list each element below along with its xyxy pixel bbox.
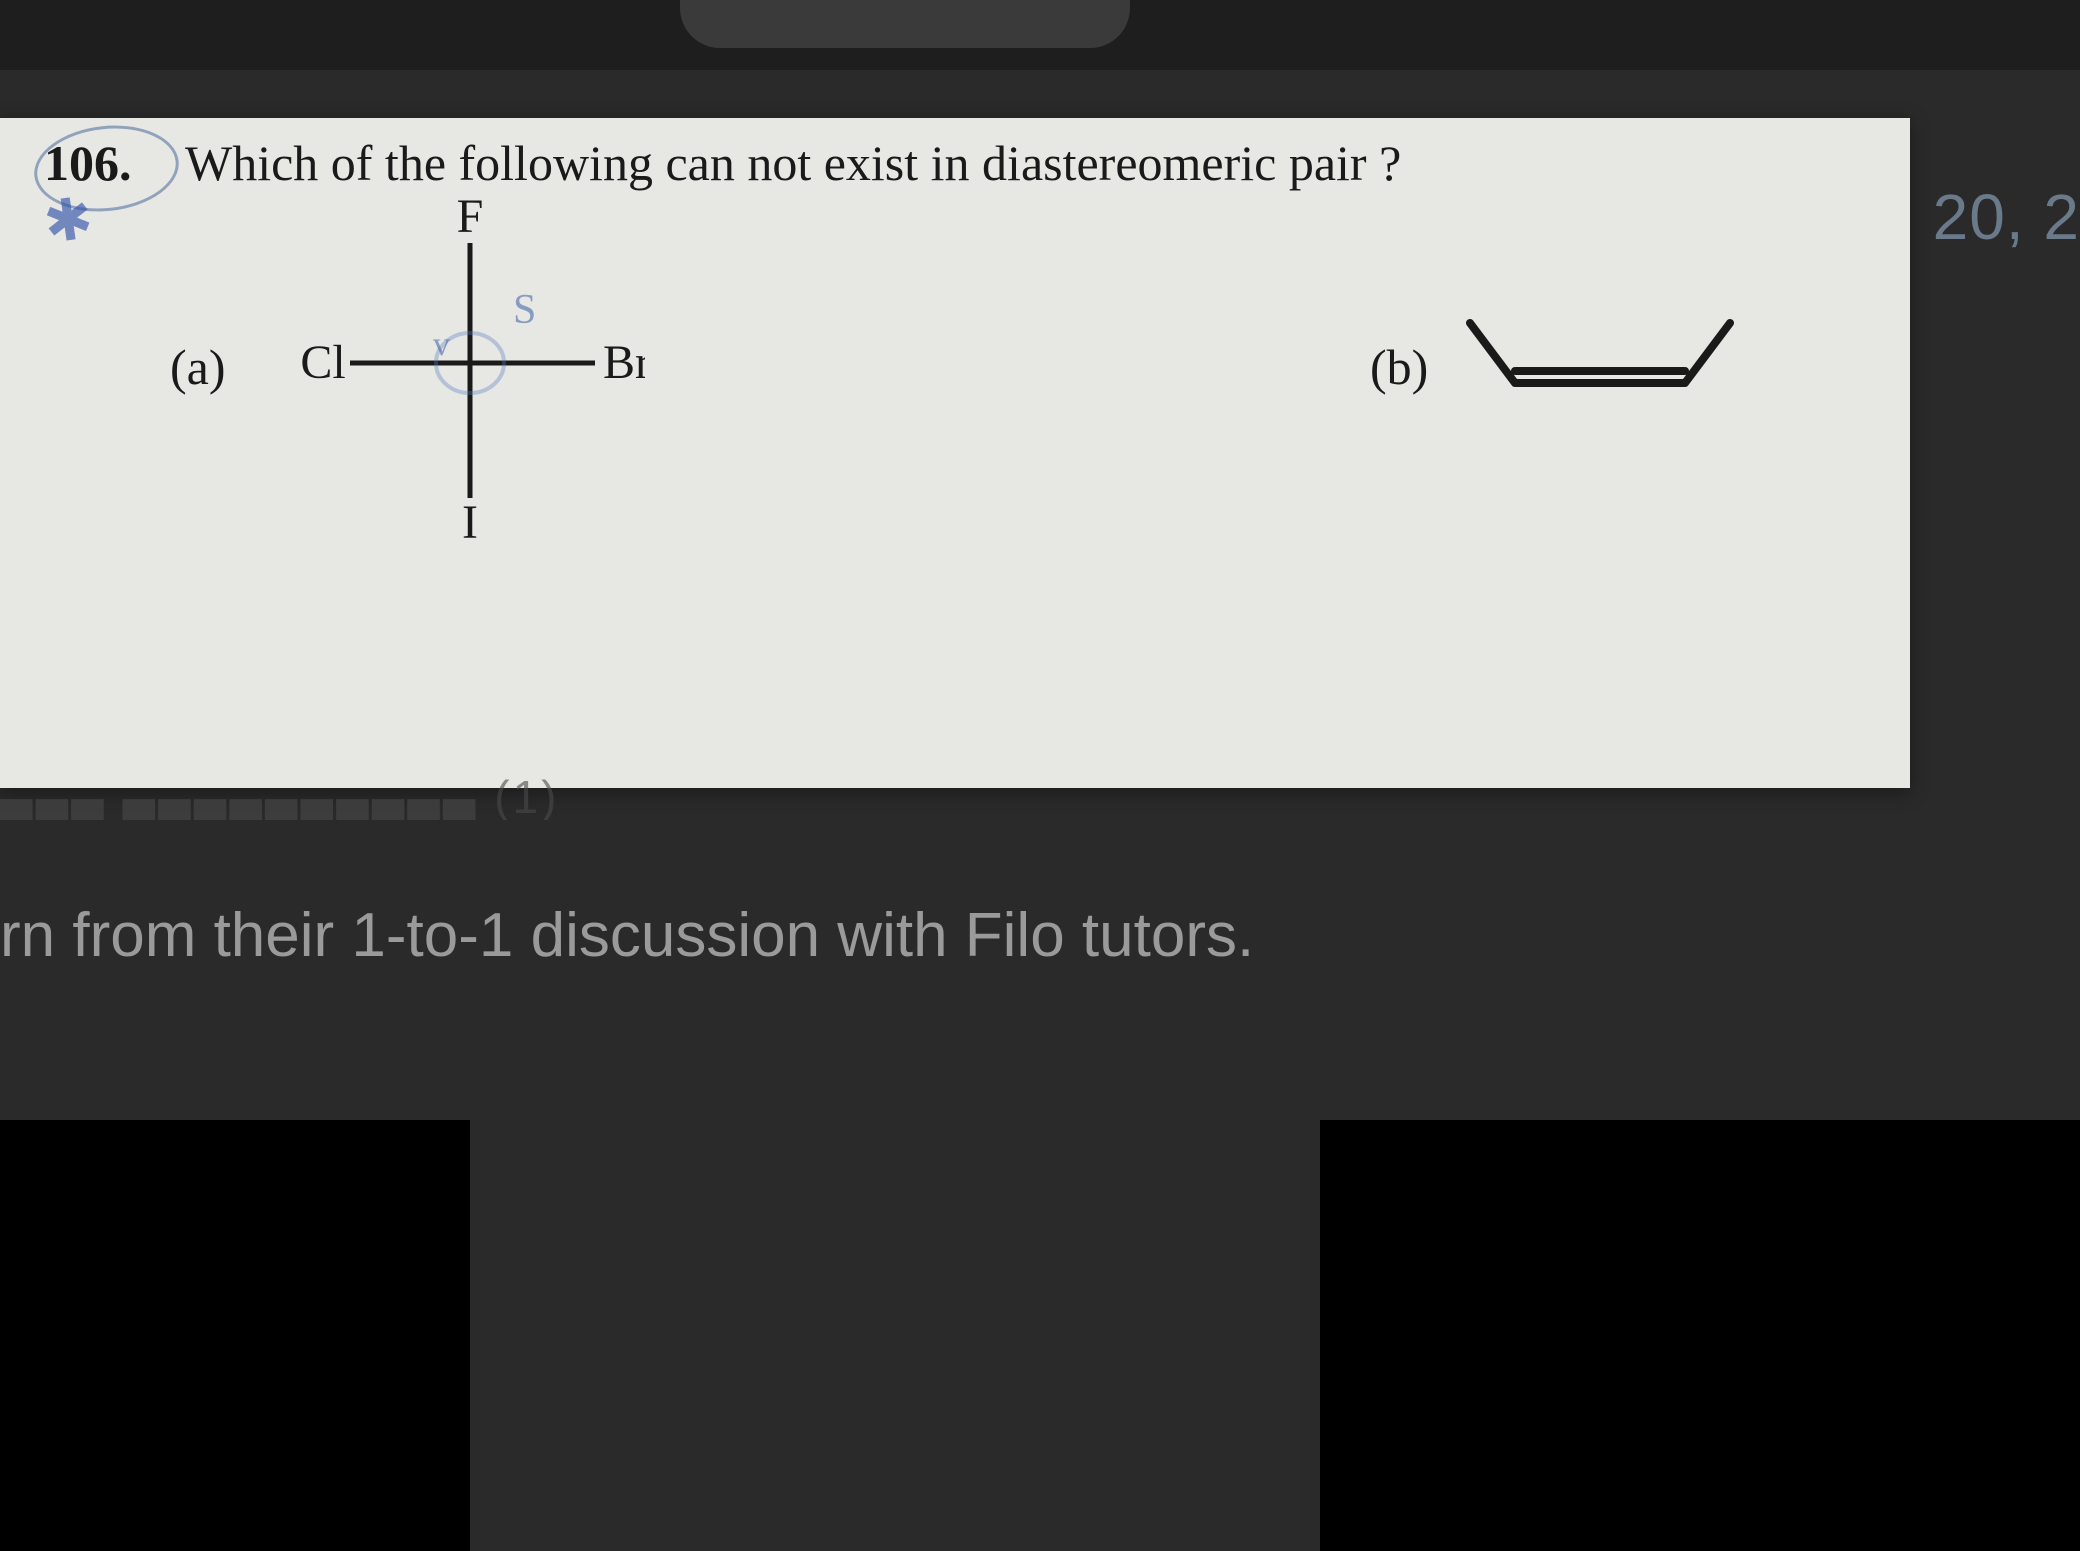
- label-I: I: [462, 496, 478, 538]
- question-text: Which of the following can not exist in …: [185, 134, 1401, 192]
- option-b-structure: [1460, 313, 1740, 403]
- bottom-block-mid: [470, 1120, 1320, 1551]
- option-b-label: (b): [1370, 338, 1428, 396]
- bottom-block-right: [1320, 1120, 2080, 1551]
- option-a-structure: F Br I Cl S v: [295, 198, 645, 538]
- label-F: F: [457, 198, 484, 243]
- top-dark-strip: [0, 0, 2080, 70]
- label-Br: Br: [603, 336, 645, 389]
- option-b-svg: [1460, 313, 1740, 403]
- question-panel: 106. Which of the following can not exis…: [0, 118, 1910, 788]
- hand-star-mark: ✱: [40, 183, 98, 257]
- hand-annot-v: v: [433, 326, 450, 364]
- bottom-block-left: [0, 1120, 470, 1551]
- bottom-block-row: [0, 1120, 2080, 1551]
- obscured-row: ▄▄▄ ▄▄▄▄▄▄▄▄▄▄ (1): [0, 770, 1000, 820]
- partial-date-text: 20, 2: [1933, 180, 2080, 254]
- top-strip-bubble: [680, 0, 1130, 48]
- option-a-svg: F Br I Cl: [295, 198, 645, 538]
- option-a-label: (a): [170, 338, 226, 396]
- label-Cl: Cl: [300, 336, 345, 389]
- hand-annot-S: S: [513, 286, 536, 334]
- tutor-caption: rn from their 1-to-1 discussion with Fil…: [0, 900, 1254, 971]
